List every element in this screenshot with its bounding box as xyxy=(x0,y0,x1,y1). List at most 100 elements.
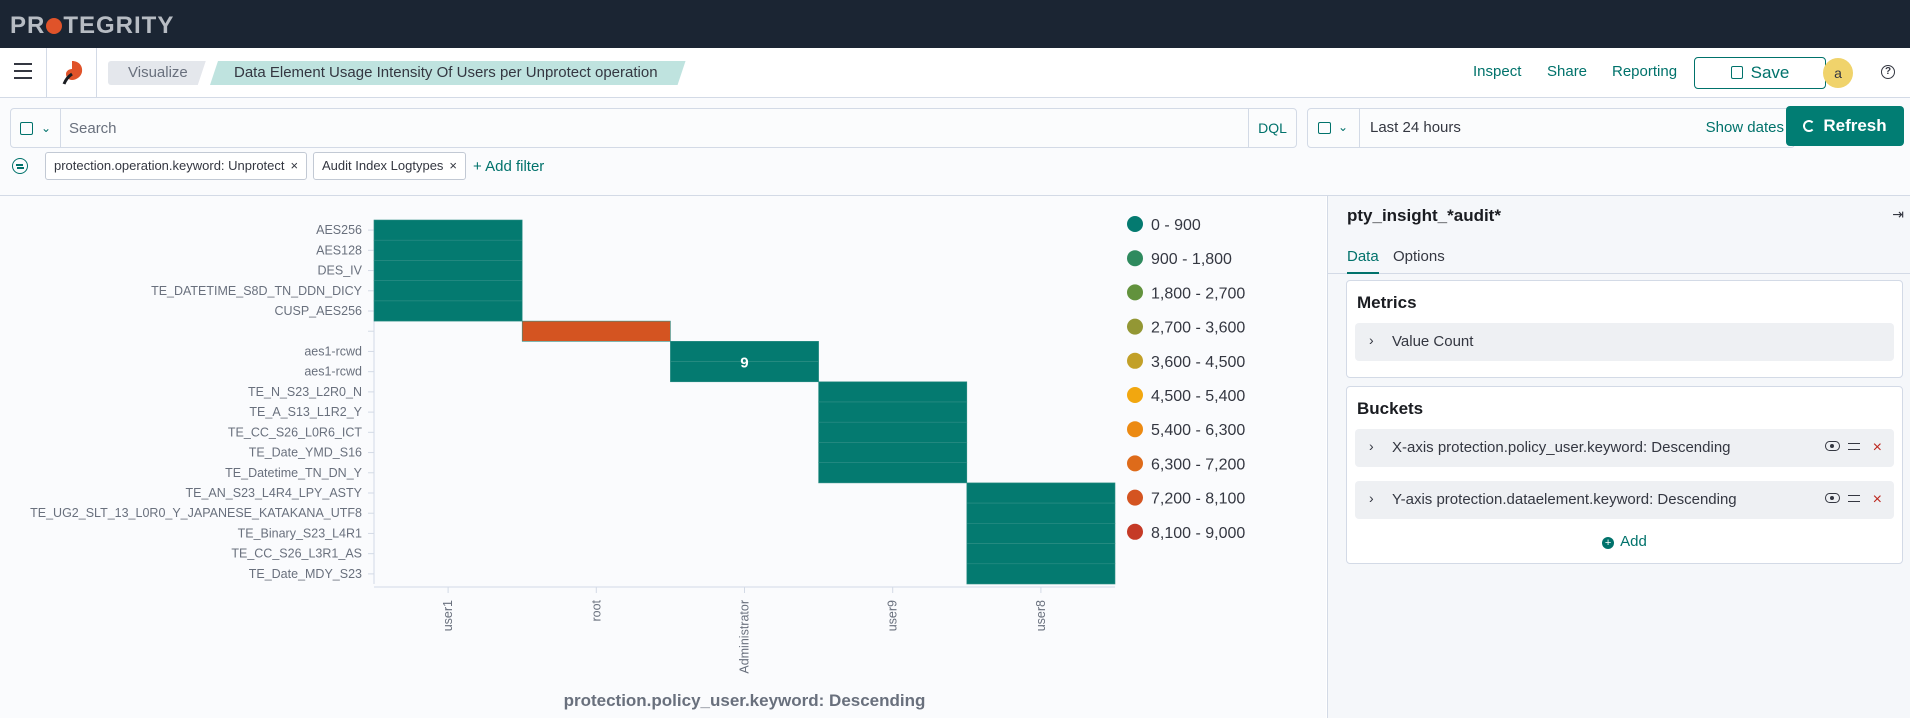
legend-swatch xyxy=(1127,250,1143,267)
heatmap-cell[interactable] xyxy=(521,320,671,342)
refresh-icon xyxy=(1803,120,1816,132)
heatmap-cell[interactable] xyxy=(373,280,523,302)
quick-menu-button[interactable]: ⌄ xyxy=(1308,109,1360,147)
toggle-visibility-icon[interactable] xyxy=(1824,441,1840,451)
share-link[interactable]: Share xyxy=(1547,63,1588,80)
remove-bucket-icon[interactable]: × xyxy=(1872,439,1882,456)
legend-item[interactable]: 8,100 - 9,000 xyxy=(1127,523,1245,542)
date-picker: ⌄ Last 24 hours Show dates xyxy=(1307,108,1795,148)
heatmap-cell[interactable] xyxy=(966,543,1116,565)
metric-value-count[interactable]: › Value Count xyxy=(1355,323,1894,361)
legend-item[interactable]: 900 - 1,800 xyxy=(1127,250,1232,268)
heatmap-cell[interactable] xyxy=(373,239,523,261)
filter-pill[interactable]: protection.operation.keyword: Unprotect × xyxy=(45,152,308,180)
buckets-title: Buckets xyxy=(1357,399,1424,418)
bucket-x-axis[interactable]: › X-axis protection.policy_user.keyword:… xyxy=(1355,429,1894,467)
nav-divider xyxy=(46,48,47,98)
plus-icon: + xyxy=(1602,537,1615,549)
refresh-label: Refresh xyxy=(1823,116,1887,135)
y-tick-label: TE_A_S13_L1R2_Y xyxy=(249,405,362,419)
logo-text-pre: PR xyxy=(10,12,46,39)
query-bar: ⌄ DQL ⌄ Last 24 hours Show dates Refresh… xyxy=(0,98,1910,196)
heatmap-cell[interactable] xyxy=(670,361,819,383)
legend-item[interactable]: 2,700 - 3,600 xyxy=(1127,318,1245,337)
index-pattern-title: pty_insight_*audit* xyxy=(1347,206,1501,225)
search-input[interactable] xyxy=(69,109,1229,147)
saved-queries-button[interactable]: ⌄ xyxy=(11,109,61,147)
add-bucket-label: Add xyxy=(1620,533,1647,550)
legend-item[interactable]: 0 - 900 xyxy=(1127,216,1201,234)
y-tick-label: TE_Datetime_TN_DN_Y xyxy=(225,466,363,480)
heatmap-cell[interactable] xyxy=(818,442,968,463)
y-tick-label: aes1-rcwd xyxy=(304,344,362,358)
protegrity-logo[interactable]: PR TEGRITY xyxy=(10,12,174,40)
time-range-label[interactable]: Last 24 hours xyxy=(1370,119,1461,136)
heatmap-cell[interactable] xyxy=(966,482,1116,504)
refresh-button[interactable]: Refresh xyxy=(1786,106,1904,146)
heatmap-cell[interactable] xyxy=(373,300,523,322)
legend-label: 5,400 - 6,300 xyxy=(1151,422,1245,439)
drag-handle-icon[interactable] xyxy=(1848,495,1861,502)
remove-filter-icon[interactable]: × xyxy=(449,158,458,173)
legend-item[interactable]: 6,300 - 7,200 xyxy=(1127,455,1245,473)
legend-swatch xyxy=(1127,387,1143,403)
legend-item[interactable]: 3,600 - 4,500 xyxy=(1127,352,1245,371)
metrics-title: Metrics xyxy=(1357,293,1417,312)
filter-pill[interactable]: Audit Index Logtypes × xyxy=(313,152,467,180)
save-button[interactable]: Save xyxy=(1694,57,1826,89)
breadcrumb-visualize[interactable]: Visualize xyxy=(108,61,206,85)
reporting-link[interactable]: Reporting xyxy=(1612,63,1678,80)
cell-value-label: 6 xyxy=(740,354,748,371)
logo-text-post: TEGRITY xyxy=(63,12,175,39)
add-bucket-button[interactable]: + Add xyxy=(1347,533,1902,550)
filter-pill-label: Audit Index Logtypes xyxy=(322,158,444,173)
heatmap-cell[interactable] xyxy=(818,381,968,403)
collapse-sidebar-icon[interactable]: ⇥ xyxy=(1892,206,1904,222)
legend-item[interactable]: 1,800 - 2,700 xyxy=(1127,284,1245,302)
legend-item[interactable]: 4,500 - 5,400 xyxy=(1127,387,1245,405)
toggle-visibility-icon[interactable] xyxy=(1824,493,1840,503)
y-tick-label: TE_CC_S26_L0R6_ICT xyxy=(228,425,362,439)
heatmap-cell[interactable] xyxy=(966,563,1116,585)
remove-bucket-icon[interactable]: × xyxy=(1872,491,1882,508)
menu-icon[interactable] xyxy=(14,63,32,79)
legend-label: 2,700 - 3,600 xyxy=(1151,320,1245,337)
legend-swatch xyxy=(1127,489,1143,506)
metrics-panel: Metrics › Value Count xyxy=(1346,280,1903,378)
remove-filter-icon[interactable]: × xyxy=(290,158,299,173)
heatmap-cell[interactable] xyxy=(966,523,1116,544)
show-dates-button[interactable]: Show dates xyxy=(1705,119,1784,136)
tab-options[interactable]: Options xyxy=(1393,248,1445,265)
y-tick-label: aes1-rcwd xyxy=(304,365,362,379)
y-tick-label: TE_Date_MDY_S23 xyxy=(249,567,362,581)
app-home-logo-icon[interactable] xyxy=(60,60,84,86)
nav-bar: Visualize Data Element Usage Intensity O… xyxy=(0,48,1910,98)
bucket-label: Y-axis protection.dataelement.keyword: D… xyxy=(1392,491,1737,508)
y-tick-label: TE_AN_S23_L4R4_LPY_ASTY xyxy=(186,486,363,500)
filter-pill-label: protection.operation.keyword: Unprotect xyxy=(54,158,285,173)
heatmap-cell[interactable] xyxy=(818,462,968,484)
tab-data[interactable]: Data xyxy=(1347,248,1379,274)
save-disk-icon xyxy=(1730,66,1743,79)
legend-swatch xyxy=(1127,523,1143,540)
drag-handle-icon[interactable] xyxy=(1848,443,1861,450)
add-filter-button[interactable]: + Add filter xyxy=(473,158,545,175)
filter-menu-icon[interactable] xyxy=(12,158,28,174)
help-icon[interactable]: ? xyxy=(1881,65,1895,79)
heatmap-cell[interactable] xyxy=(818,421,968,443)
heatmap-cell[interactable] xyxy=(818,401,968,423)
legend-item[interactable]: 5,400 - 6,300 xyxy=(1127,421,1245,439)
legend-item[interactable]: 7,200 - 8,100 xyxy=(1127,489,1245,508)
heatmap-cell[interactable] xyxy=(373,219,523,241)
legend-swatch xyxy=(1127,284,1143,301)
x-tick-label: user8 xyxy=(1034,600,1048,631)
heatmap-cell[interactable] xyxy=(373,260,523,281)
inspect-link[interactable]: Inspect xyxy=(1473,63,1522,80)
user-avatar[interactable]: a xyxy=(1823,58,1853,88)
query-language-button[interactable]: DQL xyxy=(1248,109,1296,147)
heatmap-cell[interactable] xyxy=(966,502,1116,524)
legend-label: 900 - 1,800 xyxy=(1151,251,1232,268)
legend-label: 8,100 - 9,000 xyxy=(1151,525,1245,542)
bucket-y-axis[interactable]: › Y-axis protection.dataelement.keyword:… xyxy=(1355,481,1894,519)
search-bar: ⌄ DQL xyxy=(10,108,1297,148)
